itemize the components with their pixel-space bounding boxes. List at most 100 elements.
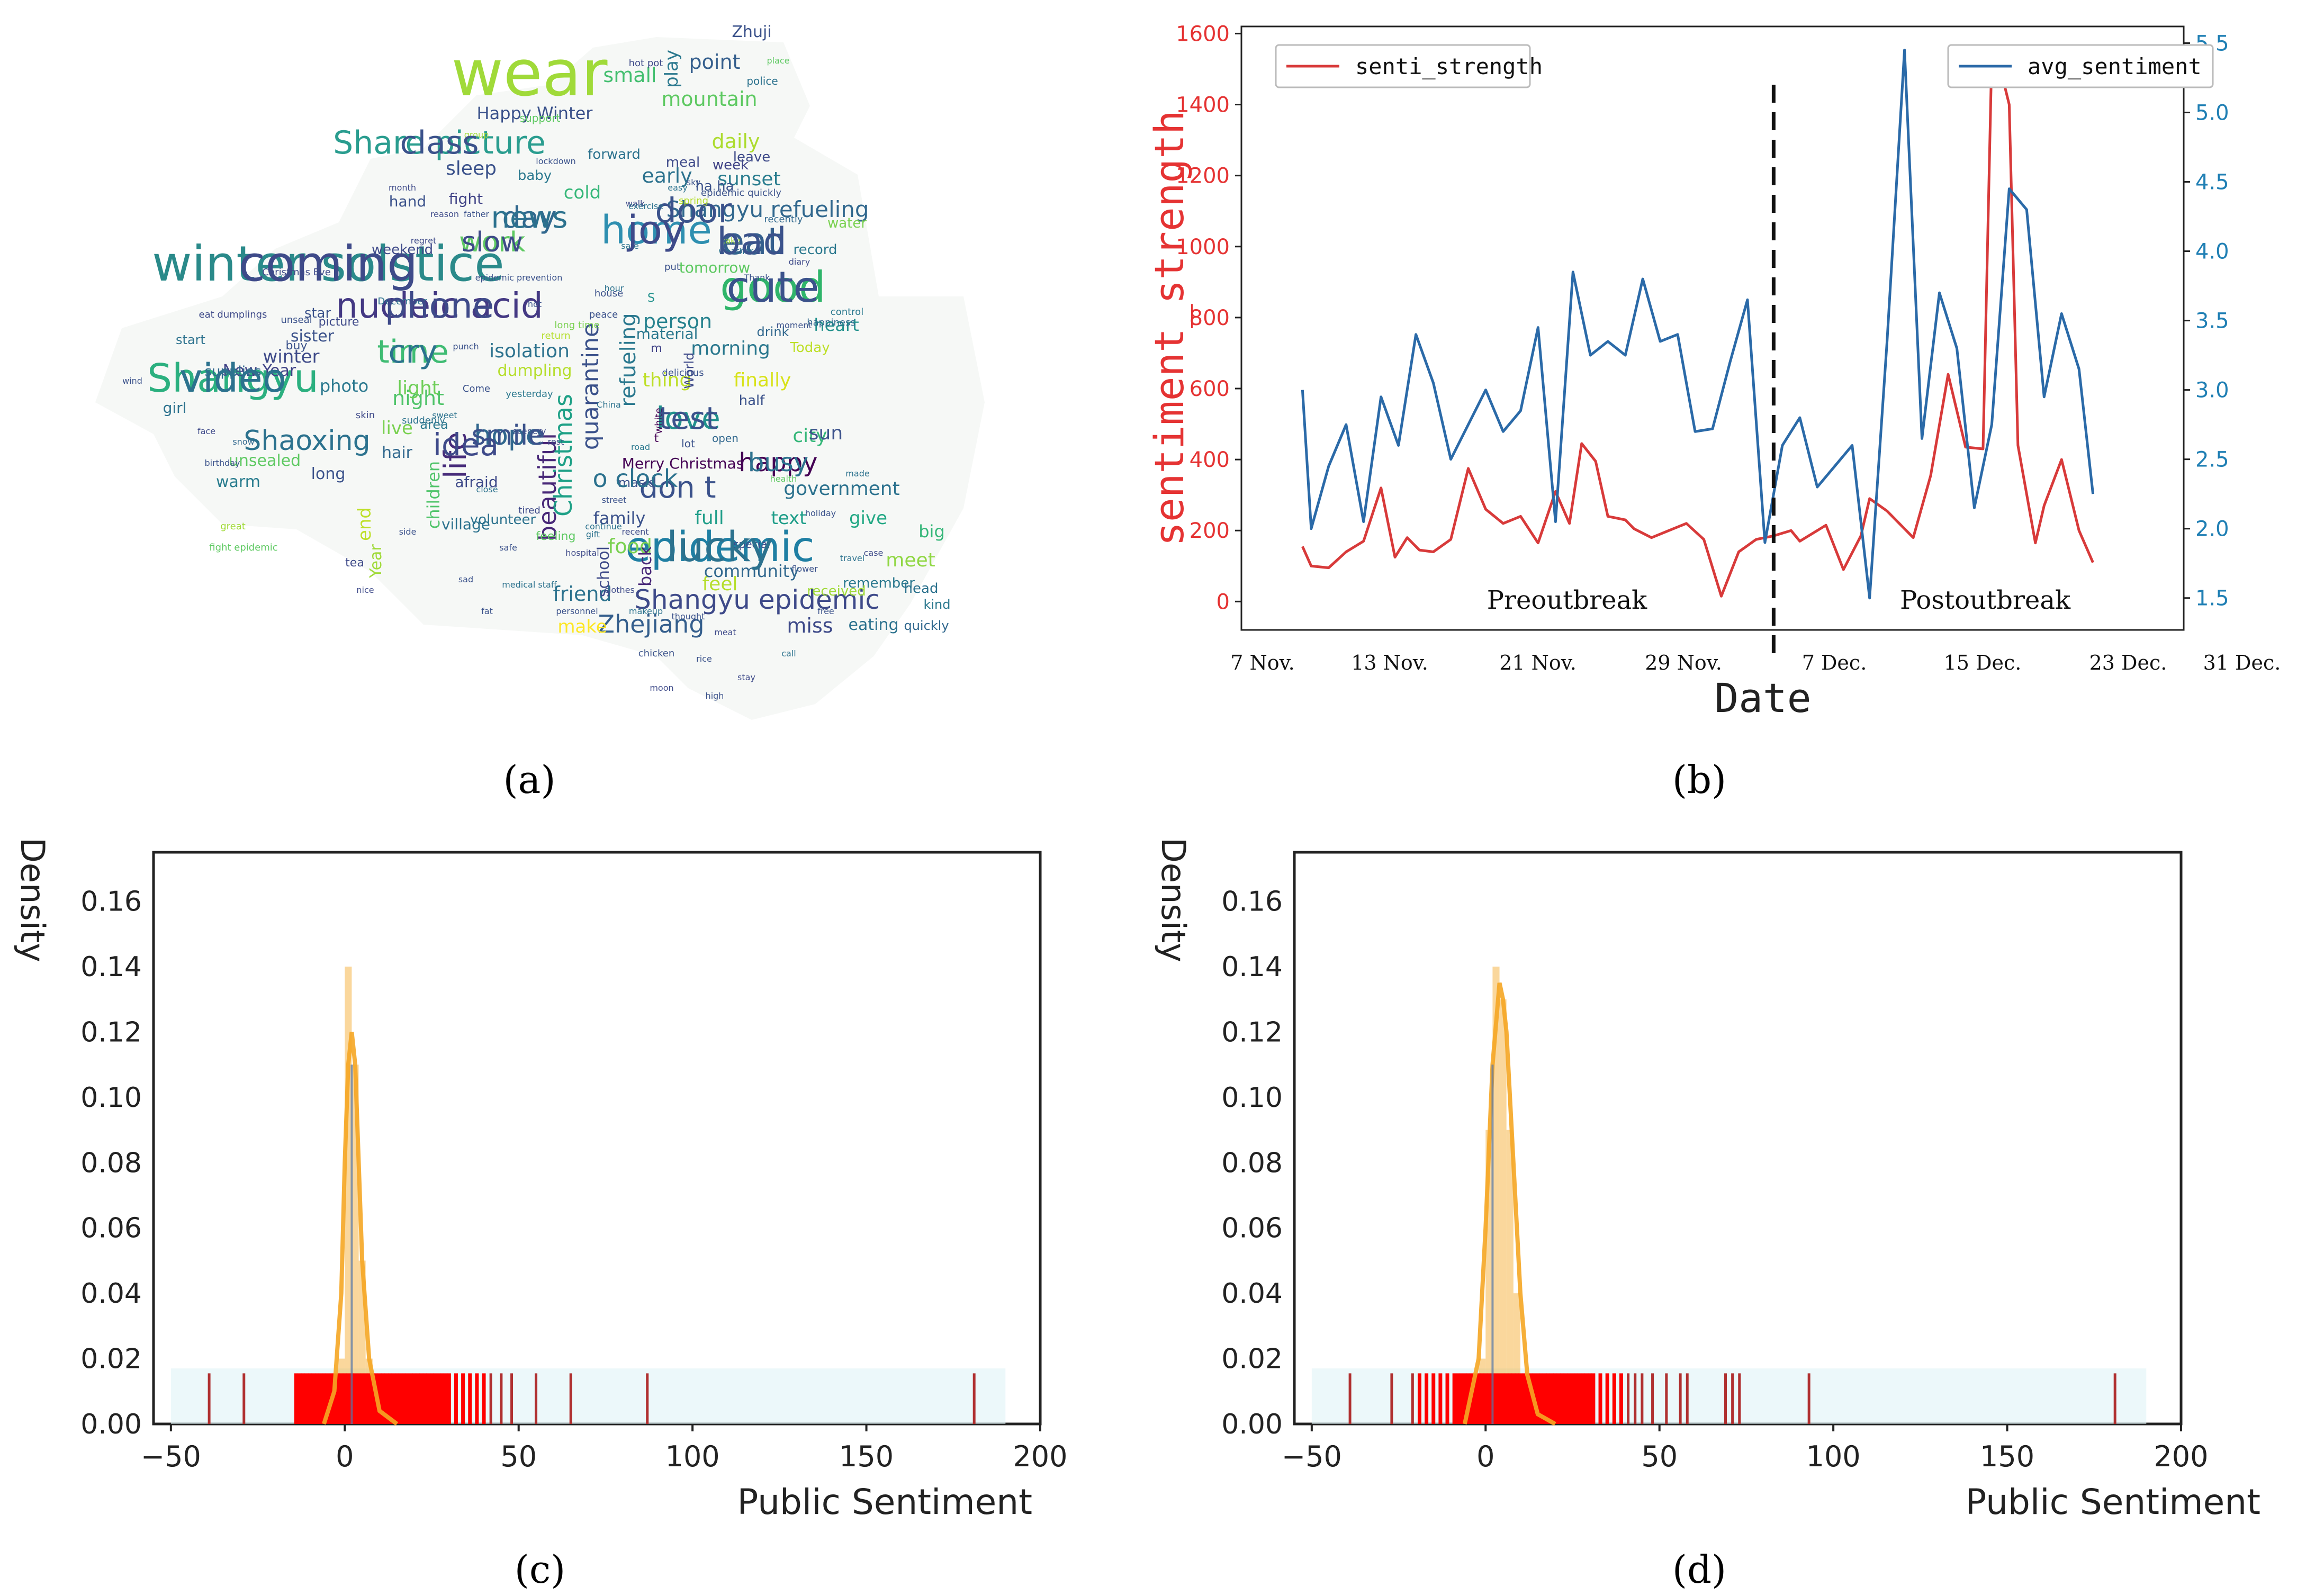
word-control: control <box>831 306 863 318</box>
series-avg-sentiment-line <box>1301 49 2095 600</box>
word-recent: recent <box>621 527 648 537</box>
word-kind: kind <box>923 597 950 612</box>
word-merry-christmas: Merry Christmas <box>622 455 744 472</box>
word-record: record <box>793 242 837 258</box>
word-december: December <box>377 296 427 307</box>
word-love: love <box>656 400 720 436</box>
word-school: school <box>594 546 613 597</box>
word-lot: lot <box>681 437 695 450</box>
word-drink: drink <box>757 324 789 339</box>
word-live: live <box>381 418 413 439</box>
word-peace: peace <box>589 309 618 320</box>
x-tick-label: −50 <box>141 1440 201 1473</box>
word-hair: hair <box>382 444 413 462</box>
word-sad: sad <box>458 574 473 584</box>
word-finally: finally <box>734 369 791 391</box>
word-happiness: happiness <box>807 317 855 328</box>
x-tick-label: 50 <box>1641 1440 1678 1473</box>
word-head: head <box>904 581 939 597</box>
legend-label-senti-strength: senti_strength <box>1355 53 1543 79</box>
word-small: small <box>603 64 656 87</box>
word-light: light <box>397 377 439 399</box>
word-full: full <box>695 507 724 529</box>
legend-senti-strength: senti_strength <box>1275 44 1543 88</box>
word-hand: hand <box>389 193 426 210</box>
word-start: start <box>176 332 205 347</box>
word-stay: stay <box>737 672 755 682</box>
word-regret: regret <box>411 236 437 246</box>
word-idea: idea <box>433 427 499 463</box>
word-zhejiang: Zhejiang <box>598 610 704 638</box>
x-tick-label: 13 Nov. <box>1351 651 1428 674</box>
word-holiday: holiday <box>805 508 836 518</box>
word-end: end <box>354 507 375 541</box>
word-hospital: hospital <box>565 548 599 558</box>
word-material: material <box>636 325 698 342</box>
word-thank: Thank <box>743 273 770 283</box>
word-hot: hot <box>528 299 542 309</box>
word-cake: cake <box>720 236 740 246</box>
y-axis-label-d: Density <box>1154 837 1193 962</box>
word-recently: recently <box>764 214 803 225</box>
legend-box-left <box>1275 44 1531 88</box>
word-community: community <box>704 561 799 581</box>
word-fight-epidemic: fight epidemic <box>209 542 277 553</box>
word-work: work <box>459 227 526 258</box>
x-tick-label: 7 Nov. <box>1230 651 1294 674</box>
word-daily: daily <box>711 130 760 153</box>
word-cold: cold <box>564 182 601 203</box>
word-s: S <box>647 292 655 305</box>
word-police: police <box>746 75 778 87</box>
word-moment: moment <box>776 320 812 330</box>
word-o-clock: o clock <box>593 464 678 493</box>
y-tick-label: 0.02 <box>1221 1343 1283 1375</box>
plot-frame-b <box>1240 25 2185 631</box>
y-tick-label-right: 2.5 <box>2195 448 2229 472</box>
word-lockdown: lockdown <box>536 156 575 166</box>
word-miss: miss <box>787 614 833 637</box>
y-tick-label: 0.14 <box>1221 951 1283 983</box>
x-axis-label-d: Public Sentiment <box>1966 1482 2260 1522</box>
word-government: government <box>783 478 899 500</box>
legend-label-avg-sentiment: avg_sentiment <box>2028 53 2202 79</box>
legend-box-right <box>1947 44 2214 88</box>
panel-c-histogram: 0.00 0.02 0.04 0.06 0.08 0.10 0.12 0.14 0.16 −50 0… <box>13 837 1068 1522</box>
word-clothes: clothes <box>604 585 635 595</box>
x-tick-label: 100 <box>1806 1440 1861 1473</box>
word-volunteer: volunteer <box>470 512 536 528</box>
word-snow: snow <box>232 437 254 447</box>
word-reason: reason <box>430 209 459 219</box>
word-baby: baby <box>518 168 552 184</box>
word-picture: picture <box>319 315 359 329</box>
word-christmas: Christmas <box>549 394 578 517</box>
y-tick-label: 0.06 <box>80 1213 142 1245</box>
word-t: t <box>654 432 659 445</box>
word-gift: gift <box>586 529 600 539</box>
word-week: week <box>713 157 749 173</box>
word-epidemic-prevention: epidemic prevention <box>475 273 563 283</box>
y-tick-label: 0.10 <box>80 1082 142 1114</box>
word-eating: eating <box>849 616 899 634</box>
word-point: point <box>689 50 741 74</box>
word-shaoxing: Shaoxing <box>244 425 370 457</box>
word-mountain: mountain <box>661 87 757 111</box>
word-person: person <box>643 310 712 333</box>
word-girl: girl <box>163 399 187 417</box>
word-door: door <box>655 192 732 231</box>
word-area: area <box>420 417 448 432</box>
word-makeup: makeup <box>629 606 663 616</box>
word-warm: warm <box>216 473 260 491</box>
word-night: night <box>392 386 444 410</box>
y-tick-label-left: 800 <box>1190 306 1230 330</box>
x-tick-label: 150 <box>839 1440 894 1473</box>
x-tick-label: 200 <box>2154 1440 2208 1473</box>
word-scenery: scenery <box>512 426 546 436</box>
word-weather: weather <box>718 246 753 256</box>
kde-curve <box>322 1032 399 1426</box>
word-epidemic: epidemic <box>625 524 814 571</box>
word-happy-winter: Happy Winter <box>477 103 593 123</box>
hist-bar <box>1499 999 1507 1424</box>
y-axis-label-c: Density <box>13 837 52 962</box>
x-tick-label: 150 <box>1980 1440 2034 1473</box>
